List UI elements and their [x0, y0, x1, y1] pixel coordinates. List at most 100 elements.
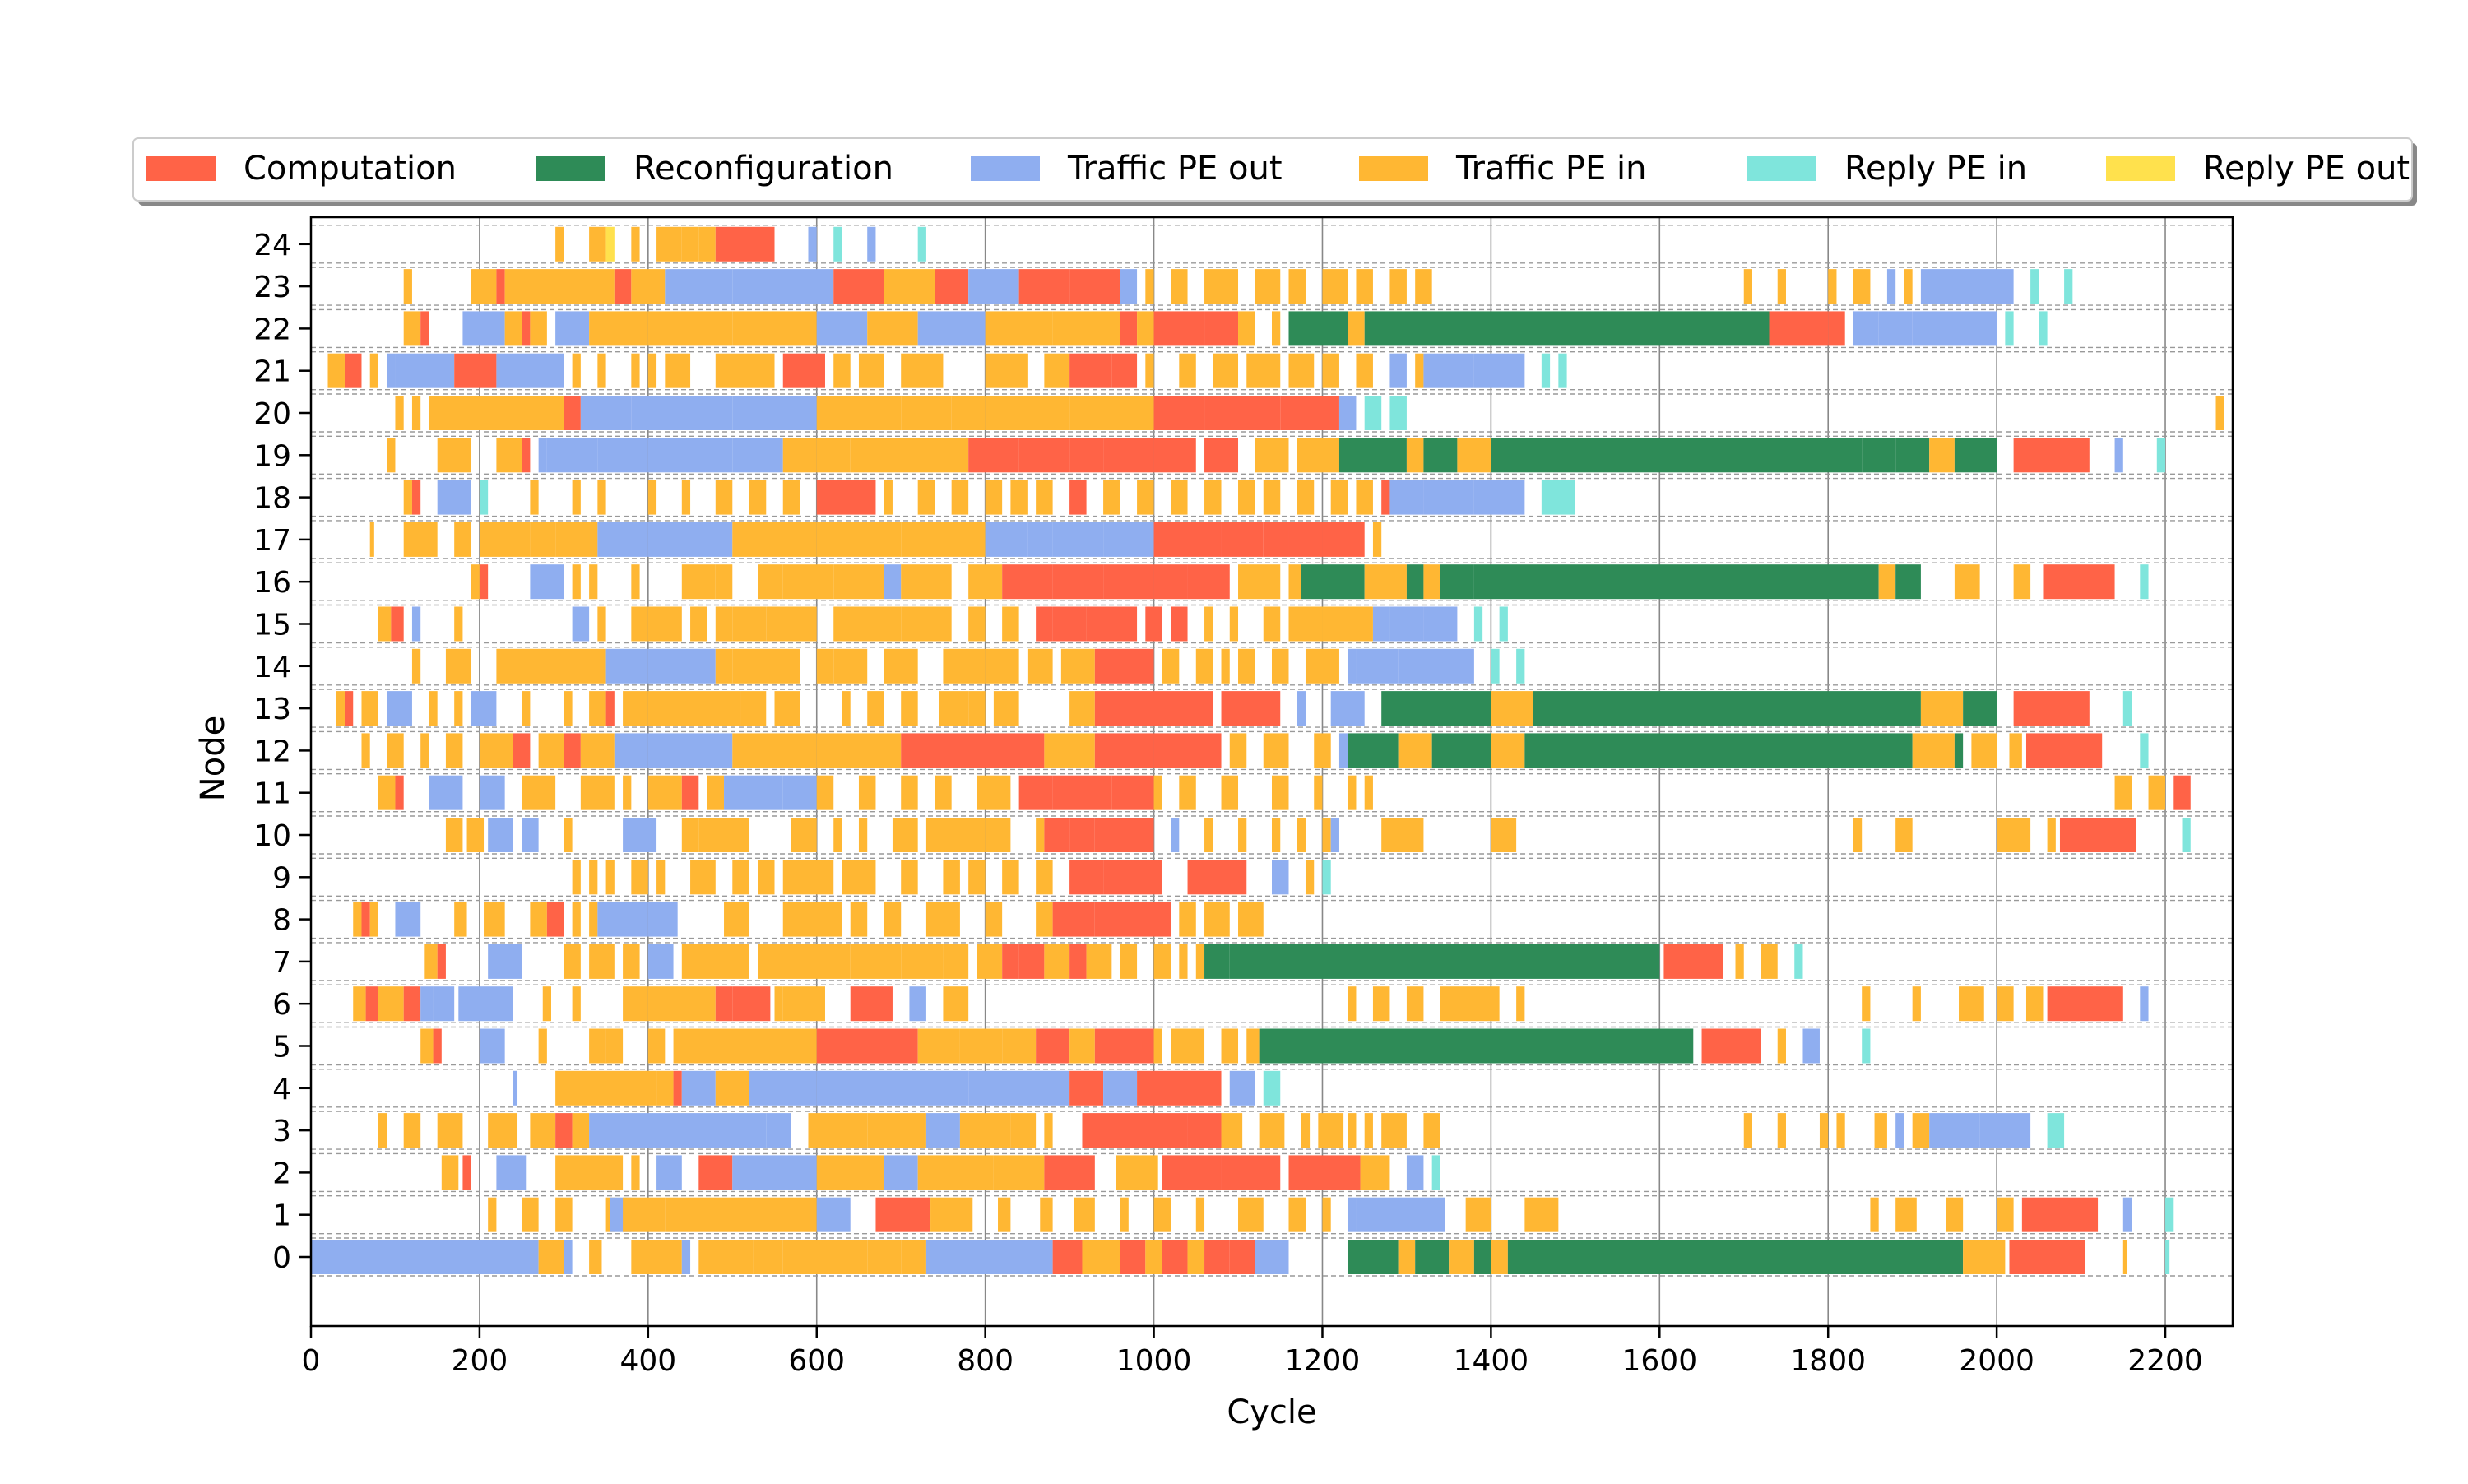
bar-traffic-pe-in — [564, 944, 581, 979]
bar-traffic-pe-in — [1288, 564, 1301, 600]
bar-traffic-pe-in — [454, 606, 463, 642]
bar-traffic-pe-out — [1356, 648, 1399, 684]
bar-computation — [1229, 1240, 1255, 1274]
bar-traffic-pe-in — [1297, 480, 1315, 515]
bar-traffic-pe-out — [884, 1070, 969, 1106]
bar-traffic-pe-in — [1406, 986, 1424, 1022]
bar-traffic-pe-in — [555, 1070, 564, 1106]
bar-computation — [365, 986, 378, 1022]
bar-traffic-pe-in — [361, 691, 378, 726]
bar-reconfiguration — [1288, 311, 1348, 346]
bar-traffic-pe-in — [1819, 1113, 1829, 1148]
x-tick-label: 0 — [302, 1344, 321, 1378]
bar-computation — [1103, 564, 1154, 600]
bar-traffic-pe-in — [589, 1240, 602, 1274]
bar-traffic-pe-in — [589, 1028, 606, 1064]
bar-traffic-pe-in — [1322, 1197, 1331, 1232]
bar-traffic-pe-in — [985, 353, 1028, 388]
bar-computation — [1094, 691, 1213, 726]
bar-computation — [1111, 775, 1154, 810]
bar-traffic-pe-in — [1853, 269, 1871, 304]
x-tick-label: 800 — [957, 1344, 1014, 1378]
bar-traffic-pe-in — [930, 1197, 973, 1232]
bar-traffic-pe-in — [935, 564, 952, 600]
bar-traffic-pe-in — [753, 1240, 783, 1274]
bar-traffic-pe-in — [782, 564, 834, 600]
bar-traffic-pe-in — [782, 860, 834, 895]
legend-swatch — [536, 156, 605, 181]
bar-computation — [1069, 860, 1104, 895]
bar-traffic-pe-in — [589, 564, 598, 600]
bar-traffic-pe-in — [951, 396, 986, 430]
bar-computation — [782, 353, 825, 388]
bar-reply-pe-in — [1491, 648, 1500, 684]
bar-computation — [1381, 480, 1390, 515]
bar-reconfiguration — [1406, 564, 1424, 600]
bar-traffic-pe-in — [1963, 1240, 2006, 1274]
legend-label: Reply PE in — [1844, 150, 2027, 188]
bar-computation — [1145, 606, 1162, 642]
bar-traffic-pe-in — [867, 311, 918, 346]
bar-traffic-pe-in — [387, 438, 396, 473]
bar-traffic-pe-in — [858, 775, 876, 810]
bar-traffic-pe-in — [1440, 986, 1500, 1022]
legend-swatch — [1359, 156, 1428, 181]
bar-traffic-pe-in — [681, 480, 691, 515]
node-row-18 — [403, 480, 1575, 515]
bar-traffic-pe-in — [1465, 1197, 1491, 1232]
bar-traffic-pe-in — [816, 648, 834, 684]
bar-traffic-pe-in — [665, 1197, 817, 1232]
bar-traffic-pe-out — [471, 691, 497, 726]
bar-traffic-pe-in — [623, 1197, 666, 1232]
bar-traffic-pe-in — [597, 353, 606, 388]
bar-traffic-pe-in — [707, 1028, 817, 1064]
bar-traffic-pe-in — [850, 438, 884, 473]
bar-computation — [673, 1070, 682, 1106]
bar-traffic-pe-in — [959, 1028, 1003, 1064]
bar-traffic-pe-in — [631, 269, 666, 304]
legend-label: Computation — [244, 150, 457, 188]
bar-traffic-pe-in — [2009, 733, 2022, 768]
x-tick-label: 2200 — [2127, 1344, 2203, 1378]
bar-traffic-pe-in — [782, 1240, 868, 1274]
legend-label: Traffic PE in — [1455, 150, 1646, 188]
bar-traffic-pe-in — [623, 944, 640, 979]
bar-computation — [513, 733, 531, 768]
bar-traffic-pe-in — [943, 648, 986, 684]
bar-traffic-pe-in — [1297, 438, 1339, 473]
bar-traffic-pe-out — [1979, 1113, 2031, 1148]
bar-computation — [1204, 438, 1239, 473]
bar-traffic-pe-in — [496, 648, 522, 684]
bar-traffic-pe-in — [1997, 1197, 2014, 1232]
bar-computation — [1280, 396, 1339, 430]
bar-traffic-pe-in — [943, 860, 960, 895]
bar-traffic-pe-out — [2114, 438, 2123, 473]
bar-computation — [361, 902, 370, 937]
bar-traffic-pe-in — [993, 691, 1019, 726]
bar-computation — [715, 226, 775, 262]
bar-traffic-pe-in — [816, 733, 902, 768]
node-row-1 — [488, 1197, 2174, 1232]
bar-traffic-pe-in — [1082, 1240, 1120, 1274]
node-row-12 — [361, 733, 2149, 768]
bar-traffic-pe-in — [1069, 1028, 1095, 1064]
bar-traffic-pe-in — [597, 606, 606, 642]
node-row-13 — [336, 691, 2132, 726]
bar-traffic-pe-in — [1195, 944, 1205, 979]
bar-computation — [614, 269, 632, 304]
bar-traffic-pe-out — [681, 1240, 691, 1274]
bar-traffic-pe-in — [917, 480, 935, 515]
bar-reply-pe-in — [1541, 480, 1575, 515]
bar-traffic-pe-in — [1836, 1113, 1845, 1148]
bar-traffic-pe-in — [504, 311, 522, 346]
bar-traffic-pe-in — [1221, 1028, 1239, 1064]
bar-computation — [1322, 522, 1365, 557]
bar-computation — [901, 733, 977, 768]
bar-computation — [462, 1155, 471, 1190]
bar-reply-pe-in — [2140, 733, 2149, 768]
bar-reply-pe-in — [2156, 438, 2166, 473]
bar-traffic-pe-in — [1204, 606, 1213, 642]
bar-traffic-pe-in — [1272, 311, 1281, 346]
bar-traffic-pe-in — [445, 818, 463, 852]
bar-traffic-pe-in — [1044, 353, 1070, 388]
